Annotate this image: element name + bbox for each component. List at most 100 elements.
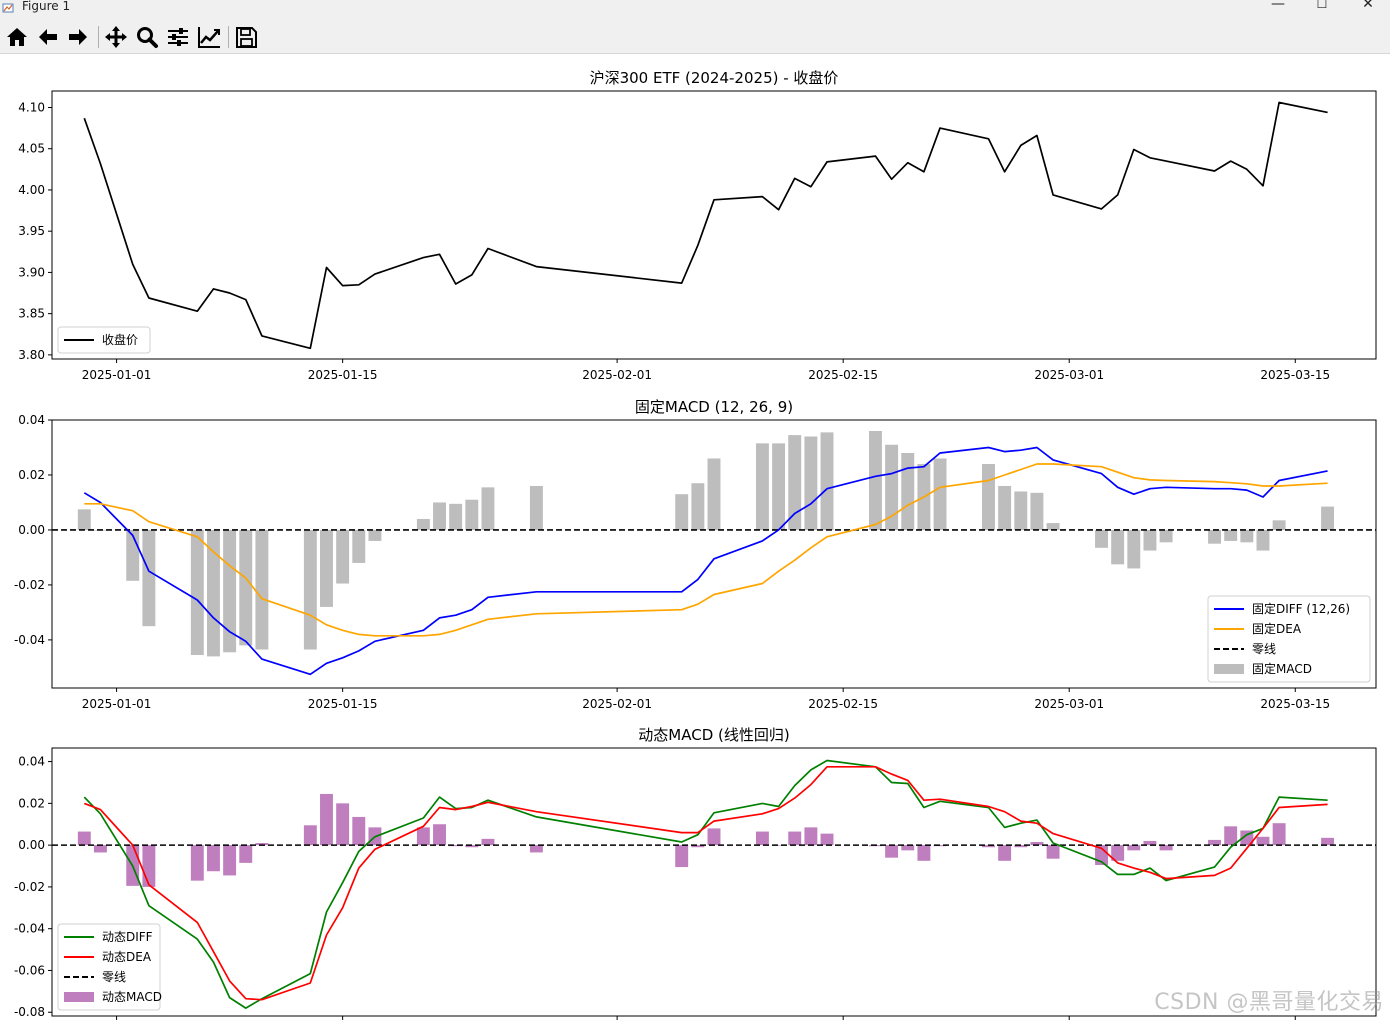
bar (529, 845, 543, 853)
bar (917, 845, 931, 861)
bar (675, 845, 689, 868)
home-icon (7, 28, 27, 46)
bar (1014, 491, 1028, 530)
magnifier-icon (137, 27, 158, 48)
bar (255, 843, 269, 846)
bar (126, 529, 140, 581)
y-tick-label: 3.85 (18, 307, 45, 321)
bar (804, 436, 818, 530)
bar (1030, 841, 1044, 846)
series-line-1 (83, 101, 1328, 350)
bar (869, 430, 882, 530)
bar (772, 443, 786, 530)
home-button[interactable] (4, 24, 30, 50)
bar (1224, 826, 1238, 846)
bar (1240, 529, 1254, 543)
y-tick-label: 4.05 (18, 142, 45, 156)
bar (982, 463, 995, 530)
bar (982, 845, 995, 848)
arrow-right-icon (69, 29, 87, 45)
bar (449, 845, 463, 847)
maximize-button[interactable]: ☐ (1316, 0, 1328, 11)
legend-label: 固定DIFF (12,26) (1252, 601, 1350, 616)
bar (465, 845, 479, 848)
legend-patch-swatch (1214, 664, 1244, 674)
y-tick-label: 0.02 (18, 468, 45, 482)
save-button[interactable] (233, 24, 259, 50)
bar (1127, 529, 1141, 569)
axes-frame (51, 419, 1377, 689)
bar (449, 503, 463, 530)
legend: 收盘价 (57, 326, 151, 354)
minimize-button[interactable]: — (1271, 0, 1285, 12)
bar (1030, 492, 1044, 530)
bar (933, 458, 947, 530)
bar (1014, 845, 1028, 848)
bar (481, 838, 495, 846)
bar (691, 845, 705, 848)
x-tick-label: 2025-02-01 (582, 368, 652, 382)
bar (1046, 523, 1060, 530)
x-tick-label: 2025-03-15 (1260, 368, 1330, 382)
bar (416, 827, 430, 846)
bar (1321, 506, 1335, 530)
zoom-button[interactable] (134, 24, 160, 50)
legend-label: 动态DEA (102, 950, 152, 964)
pan-button[interactable] (103, 24, 129, 50)
bar (1111, 529, 1125, 565)
x-tick-label: 2025-01-15 (308, 697, 378, 711)
bar (755, 831, 769, 846)
window-title: Figure 1 (22, 0, 71, 13)
x-axis: 2025-01-01 2025-01-15 2025-02-01 2025-02-15… (82, 688, 1330, 711)
bar (1159, 529, 1173, 543)
subplots-button[interactable] (165, 24, 191, 50)
bar (465, 499, 479, 530)
bar (303, 529, 317, 650)
bar (901, 845, 915, 851)
forward-button[interactable] (65, 24, 91, 50)
bar (885, 845, 899, 858)
y-tick-label: -0.04 (14, 922, 45, 936)
x-tick-label: 2025-03-01 (1034, 697, 1104, 711)
sliders-icon (168, 28, 188, 46)
bar (1256, 529, 1270, 551)
bar (1143, 840, 1157, 846)
x-axis (116, 1016, 1296, 1020)
bar (223, 845, 237, 876)
bar (755, 443, 769, 530)
bar (320, 529, 333, 607)
floppy-disk-icon (236, 27, 257, 48)
bar (207, 845, 220, 872)
bar (77, 509, 91, 530)
bar (336, 803, 350, 846)
legend-patch-swatch (64, 992, 94, 1002)
figure-canvas: 沪深300 ETF (2024-2025) - 收盘价3.803.853.903… (14, 69, 1377, 1020)
plot-area (83, 101, 1328, 350)
bar (207, 529, 220, 657)
x-tick-label: 2025-01-01 (82, 697, 152, 711)
legend-label: 动态DIFF (102, 930, 153, 944)
y-tick-label: 0.04 (18, 413, 45, 427)
bar (1095, 529, 1108, 548)
legend-frame (57, 923, 161, 1011)
y-axis: -0.08 -0.06 -0.04 -0.02 0.00 0.02 0.04 (14, 755, 52, 1019)
y-tick-label: -0.06 (14, 963, 45, 977)
y-axis: 3.80 3.85 3.90 3.95 4.00 4.05 4.10 (18, 100, 52, 362)
bar (416, 518, 430, 530)
bar (675, 494, 689, 530)
move-icon (105, 26, 127, 48)
legend-frame (57, 326, 151, 354)
arrow-left-icon (39, 29, 57, 45)
close-button[interactable]: ✕ (1362, 0, 1374, 12)
x-tick-label: 2025-02-15 (808, 368, 878, 382)
y-tick-label: 4.10 (18, 100, 45, 114)
bar (303, 825, 317, 846)
legend-label: 固定DEA (1252, 621, 1302, 636)
edit-axis-button[interactable] (196, 24, 222, 50)
y-tick-label: 3.80 (18, 348, 45, 362)
y-tick-label: 0.00 (18, 838, 45, 852)
back-button[interactable] (35, 24, 61, 50)
toolbar-separator (228, 26, 229, 48)
